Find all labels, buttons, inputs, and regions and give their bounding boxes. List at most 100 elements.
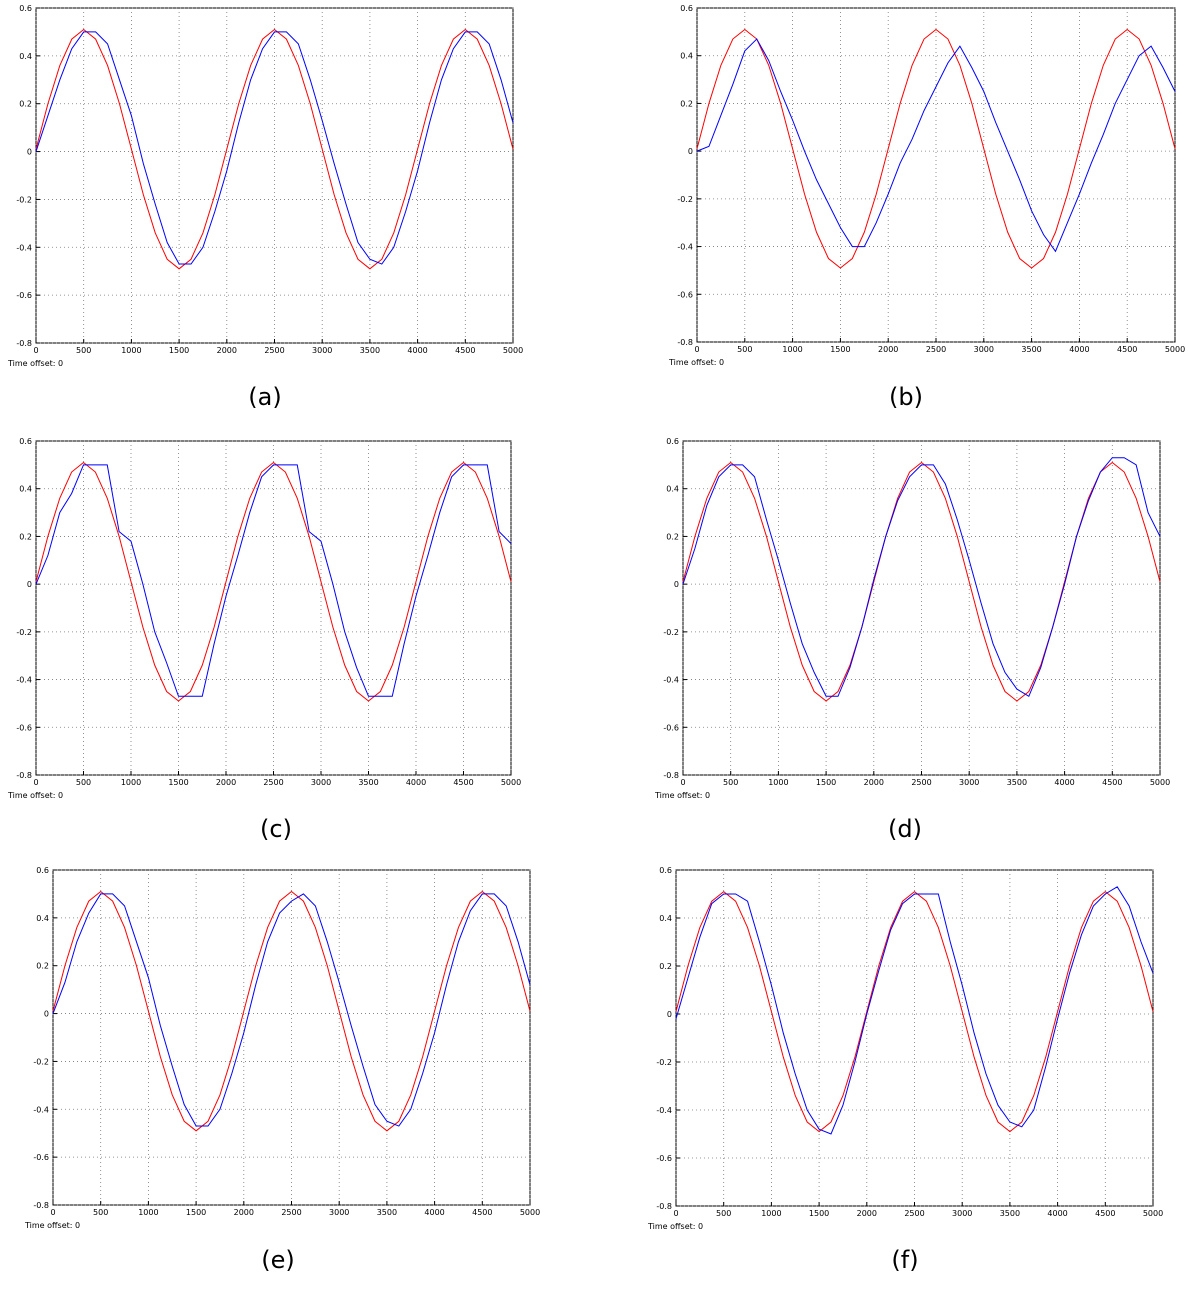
x-tick-label: 1000 xyxy=(121,778,141,787)
x-tick-label: 1000 xyxy=(138,1208,158,1217)
y-tick-label: 0 xyxy=(44,1010,49,1019)
x-tick-label: 3500 xyxy=(1000,1209,1020,1218)
x-tick-label: 500 xyxy=(76,346,91,355)
x-tick-label: 5000 xyxy=(520,1208,540,1217)
footer: Time offset: 0 xyxy=(668,358,724,367)
x-tick-label: 500 xyxy=(93,1208,108,1217)
x-tick-label: 1000 xyxy=(121,346,141,355)
footer: Time offset: 0 xyxy=(7,359,63,368)
x-tick-label: 0 xyxy=(33,778,38,787)
x-tick-label: 2500 xyxy=(911,778,931,787)
caption: (b) xyxy=(889,383,923,411)
y-tick-label: -0.8 xyxy=(663,771,679,780)
x-tick-label: 1500 xyxy=(186,1208,206,1217)
x-tick-label: 3500 xyxy=(360,346,380,355)
x-tick-label: 1500 xyxy=(830,345,850,354)
y-tick-label: 0.6 xyxy=(19,437,32,446)
y-tick-label: 0.2 xyxy=(659,962,672,971)
x-tick-label: 2500 xyxy=(926,345,946,354)
footer: Time offset: 0 xyxy=(7,791,63,800)
y-tick-label: 0.2 xyxy=(19,532,32,541)
x-tick-label: 4000 xyxy=(407,346,427,355)
x-tick-label: 3500 xyxy=(1021,345,1041,354)
y-tick-label: -0.6 xyxy=(677,290,693,299)
subplot: 0500100015002000250030003500400045005000… xyxy=(668,4,1185,411)
x-tick-label: 1000 xyxy=(768,778,788,787)
x-tick-label: 5000 xyxy=(1165,345,1185,354)
x-tick-label: 4000 xyxy=(1047,1209,1067,1218)
x-tick-label: 4500 xyxy=(1117,345,1137,354)
x-tick-label: 500 xyxy=(716,1209,731,1218)
y-tick-label: -0.2 xyxy=(33,1057,49,1066)
y-tick-label: 0.2 xyxy=(680,99,693,108)
y-tick-label: -0.8 xyxy=(33,1201,49,1210)
y-tick-label: 0.2 xyxy=(36,962,49,971)
x-tick-label: 4000 xyxy=(424,1208,444,1217)
y-tick-label: 0.4 xyxy=(666,485,679,494)
y-tick-label: -0.2 xyxy=(663,628,679,637)
y-tick-label: -0.6 xyxy=(16,291,32,300)
y-tick-label: -0.6 xyxy=(656,1154,672,1163)
y-tick-label: -0.4 xyxy=(16,676,32,685)
x-tick-label: 3500 xyxy=(358,778,378,787)
x-tick-label: 0 xyxy=(33,346,38,355)
y-tick-label: 0 xyxy=(27,580,32,589)
x-tick-label: 3500 xyxy=(377,1208,397,1217)
x-tick-label: 0 xyxy=(694,345,699,354)
x-tick-label: 4000 xyxy=(406,778,426,787)
x-tick-label: 2000 xyxy=(878,345,898,354)
plot-area xyxy=(683,441,1160,775)
y-tick-label: -0.8 xyxy=(656,1202,672,1211)
footer: Time offset: 0 xyxy=(654,791,710,800)
plot-area xyxy=(697,8,1175,342)
x-tick-label: 1500 xyxy=(809,1209,829,1218)
x-tick-label: 3000 xyxy=(329,1208,349,1217)
y-tick-label: 0 xyxy=(688,147,693,156)
y-tick-label: 0 xyxy=(27,148,32,157)
x-tick-label: 1000 xyxy=(782,345,802,354)
x-tick-label: 5000 xyxy=(1143,1209,1163,1218)
y-tick-label: -0.4 xyxy=(663,676,679,685)
y-tick-label: 0.4 xyxy=(36,914,49,923)
x-tick-label: 1500 xyxy=(169,346,189,355)
x-tick-label: 500 xyxy=(76,778,91,787)
x-tick-label: 5000 xyxy=(1150,778,1170,787)
y-tick-label: -0.4 xyxy=(677,243,693,252)
x-tick-label: 2500 xyxy=(264,346,284,355)
subplot: 0500100015002000250030003500400045005000… xyxy=(654,437,1170,843)
plot-area xyxy=(36,441,511,775)
x-tick-label: 4500 xyxy=(455,346,475,355)
x-tick-label: 4500 xyxy=(1095,1209,1115,1218)
y-tick-label: -0.8 xyxy=(677,338,693,347)
x-tick-label: 4500 xyxy=(472,1208,492,1217)
x-tick-label: 5000 xyxy=(503,346,523,355)
x-tick-label: 4000 xyxy=(1054,778,1074,787)
caption: (a) xyxy=(248,383,281,411)
y-tick-label: 0.2 xyxy=(19,100,32,109)
x-tick-label: 0 xyxy=(673,1209,678,1218)
y-tick-label: -0.2 xyxy=(656,1058,672,1067)
footer: Time offset: 0 xyxy=(647,1222,703,1231)
x-tick-label: 500 xyxy=(723,778,738,787)
x-tick-label: 3000 xyxy=(311,778,331,787)
x-tick-label: 4000 xyxy=(1069,345,1089,354)
y-tick-label: 0.6 xyxy=(666,437,679,446)
y-tick-label: 0.6 xyxy=(659,866,672,875)
caption: (f) xyxy=(891,1246,918,1274)
subplot: 0500100015002000250030003500400045005000… xyxy=(7,4,523,411)
x-tick-label: 2000 xyxy=(857,1209,877,1218)
y-tick-label: -0.6 xyxy=(16,723,32,732)
x-tick-label: 3000 xyxy=(959,778,979,787)
y-tick-label: 0.6 xyxy=(680,4,693,13)
x-tick-label: 2500 xyxy=(263,778,283,787)
x-tick-label: 3500 xyxy=(1007,778,1027,787)
y-tick-label: -0.4 xyxy=(16,243,32,252)
y-tick-label: -0.8 xyxy=(16,339,32,348)
y-tick-label: 0.4 xyxy=(659,914,672,923)
x-tick-label: 5000 xyxy=(501,778,521,787)
y-tick-label: -0.4 xyxy=(656,1106,672,1115)
y-tick-label: 0.4 xyxy=(19,52,32,61)
x-tick-label: 0 xyxy=(50,1208,55,1217)
y-tick-label: 0.6 xyxy=(36,866,49,875)
